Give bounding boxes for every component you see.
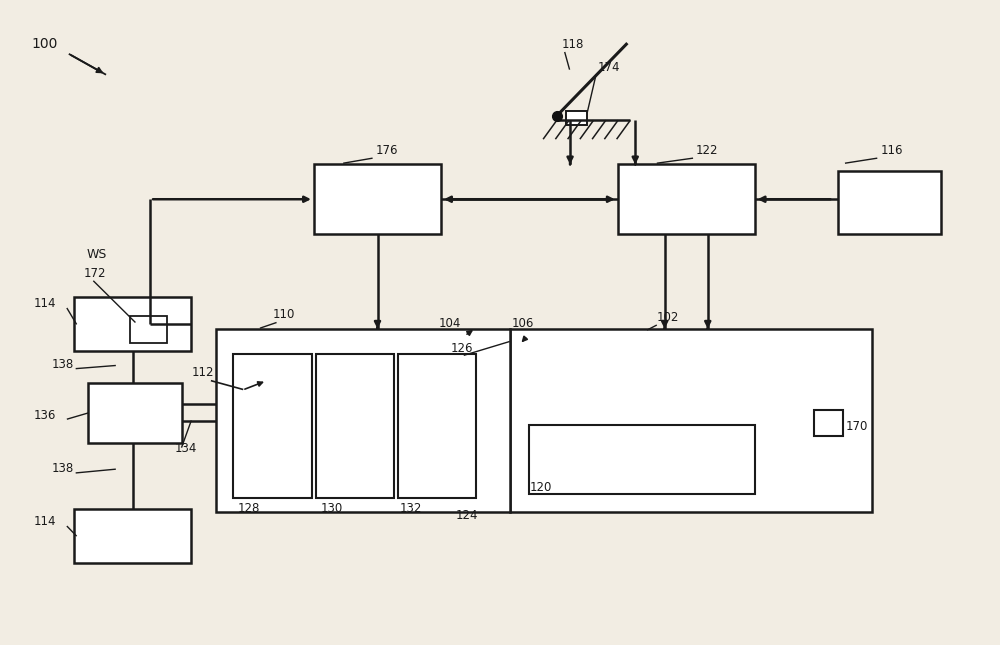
Text: 134: 134 <box>175 442 197 455</box>
Text: 118: 118 <box>562 37 584 51</box>
Text: 116: 116 <box>880 144 903 157</box>
Text: 136: 136 <box>34 409 56 422</box>
Text: 114: 114 <box>34 515 56 528</box>
Text: 102: 102 <box>657 311 679 324</box>
Text: 122: 122 <box>696 144 718 157</box>
Bar <box>618 164 755 234</box>
Text: 100: 100 <box>32 37 58 51</box>
Bar <box>814 410 843 436</box>
Text: 120: 120 <box>529 481 552 495</box>
Text: 138: 138 <box>52 462 74 475</box>
Text: WS: WS <box>86 248 107 261</box>
Text: 114: 114 <box>34 297 56 310</box>
Text: 104: 104 <box>438 317 461 330</box>
Text: 174: 174 <box>598 61 620 74</box>
Bar <box>838 171 941 234</box>
Text: 110: 110 <box>273 308 295 321</box>
Bar <box>88 382 182 442</box>
Bar <box>314 164 441 234</box>
Text: 138: 138 <box>52 357 74 370</box>
Text: 170: 170 <box>846 420 868 433</box>
Bar <box>316 354 394 498</box>
Text: 106: 106 <box>512 317 534 330</box>
Text: 132: 132 <box>400 502 422 515</box>
Bar <box>529 425 755 495</box>
Bar <box>398 354 476 498</box>
Bar <box>130 316 167 342</box>
Text: 128: 128 <box>237 502 260 515</box>
Text: 126: 126 <box>451 342 474 355</box>
Text: 172: 172 <box>84 266 106 279</box>
Bar <box>233 354 312 498</box>
Text: 176: 176 <box>376 144 398 157</box>
Text: 124: 124 <box>456 509 478 522</box>
Text: 130: 130 <box>321 502 343 515</box>
Bar <box>74 297 191 351</box>
Bar <box>74 509 191 562</box>
Bar <box>216 329 510 512</box>
Bar <box>510 329 872 512</box>
Bar <box>566 112 587 125</box>
Text: 112: 112 <box>191 366 214 379</box>
